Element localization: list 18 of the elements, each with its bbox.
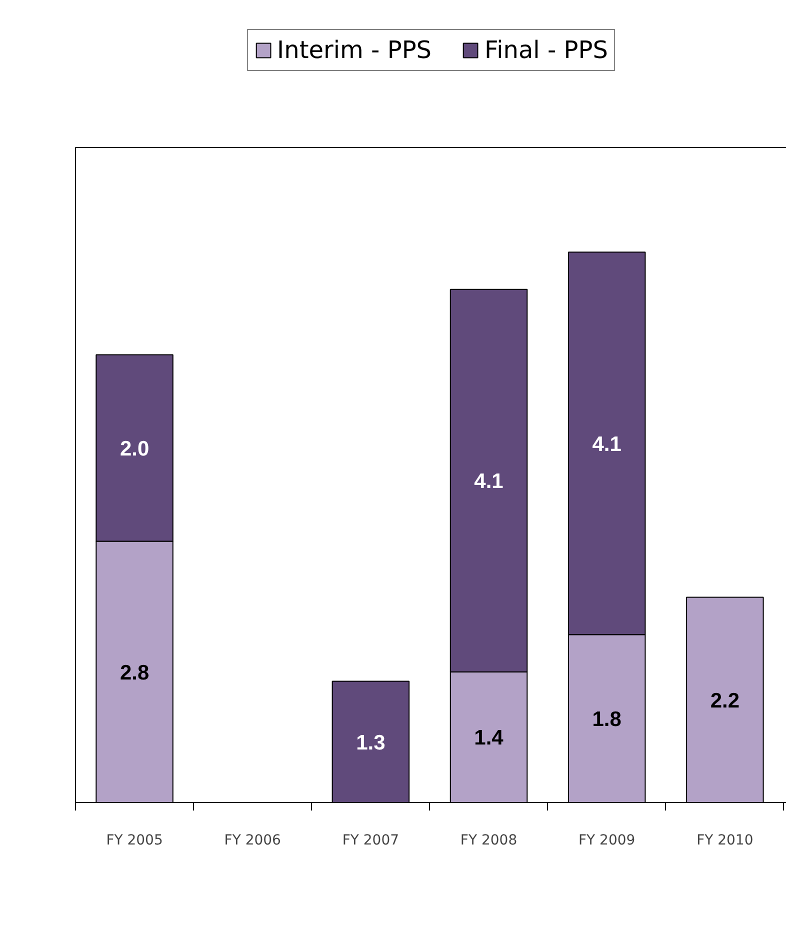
data-label: 1.4 — [474, 726, 504, 750]
data-label: 1.8 — [592, 708, 622, 732]
x-tick-label: FY 2010 — [696, 832, 754, 848]
bar — [686, 596, 764, 802]
data-label: 1.3 — [356, 731, 386, 754]
data-label: 2.2 — [710, 689, 740, 712]
data-label: 4.1 — [474, 470, 504, 494]
x-tick-label: FY 2005 — [106, 832, 163, 848]
legend-label: Interim - PPS — [277, 36, 432, 64]
data-label: 2.8 — [120, 661, 150, 684]
legend-label: Final - PPS — [484, 36, 608, 64]
data-label: 4.1 — [592, 432, 622, 456]
data-label: 2.0 — [120, 437, 150, 460]
x-tick-label: FY 2007 — [342, 832, 400, 848]
bar — [332, 680, 410, 802]
x-tick-label: FY 2009 — [578, 832, 636, 848]
x-tick-label: FY 2008 — [460, 832, 518, 848]
x-tick-label: FY 2006 — [224, 832, 282, 848]
